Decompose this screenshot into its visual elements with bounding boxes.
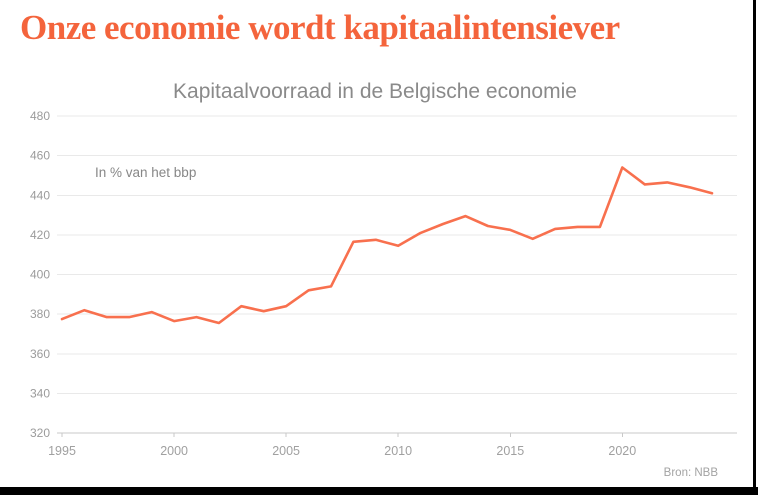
- svg-text:360: 360: [30, 347, 50, 361]
- line-chart: 320 340 360 380 400 420 440 460 480 1995 2000 2005 2…: [30, 109, 737, 458]
- svg-text:1995: 1995: [48, 444, 76, 458]
- right-border-line: [753, 0, 756, 495]
- svg-text:2005: 2005: [272, 444, 300, 458]
- y-gridlines: [57, 115, 737, 394]
- svg-text:480: 480: [30, 109, 50, 123]
- svg-text:440: 440: [30, 188, 50, 202]
- y-axis-labels: 320 340 360 380 400 420 440 460 480: [30, 109, 50, 440]
- chart-title: Kapitaalvoorraad in de Belgische economi…: [173, 80, 577, 103]
- svg-text:340: 340: [30, 386, 50, 400]
- svg-text:2010: 2010: [384, 444, 412, 458]
- svg-text:380: 380: [30, 307, 50, 321]
- svg-text:320: 320: [30, 426, 50, 440]
- unit-note: In % van het bbp: [95, 165, 197, 180]
- svg-text:400: 400: [30, 268, 50, 282]
- svg-text:2015: 2015: [496, 444, 524, 458]
- svg-text:420: 420: [30, 228, 50, 242]
- svg-text:2000: 2000: [160, 444, 188, 458]
- x-axis: 1995 2000 2005 2010 2015 2020: [48, 432, 737, 458]
- svg-text:2020: 2020: [608, 444, 636, 458]
- chart-line: [60, 166, 714, 325]
- bottom-border-bar: [0, 487, 758, 495]
- page-title: Onze economie wordt kapitaalintensiever: [20, 8, 620, 47]
- source-note: Bron: NBB: [663, 467, 718, 479]
- svg-text:460: 460: [30, 149, 50, 163]
